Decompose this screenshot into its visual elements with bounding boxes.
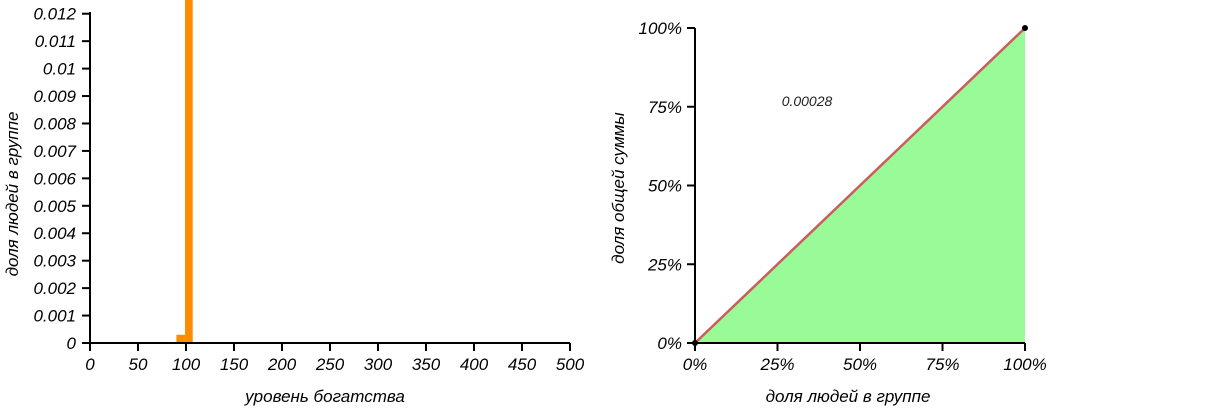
y-axis-label: доля людей в группе [3,112,22,277]
x-tick-label-0: 0 [85,355,95,374]
lorenz-x-tick-label-0: 0% [683,355,708,374]
x-tick-label-6: 300 [364,355,393,374]
wealth-histogram: 0 0.001 0.002 0.003 0.004 0.005 0.006 0.007 0.00… [3,0,585,406]
lorenz-y-tick-label-2: 50% [648,177,682,196]
y-tick-label-10: 0.01 [43,60,76,79]
x-tick-label-8: 400 [460,355,489,374]
x-tick-label-5: 250 [315,355,345,374]
lorenz-x-tick-label-4: 100% [1003,355,1046,374]
y-tick-label-5: 0.005 [33,197,76,216]
y-tick-label-12: 0.012 [33,5,76,24]
lorenz-y-axis-label: доля общей суммы [609,112,628,264]
lorenz-x-axis-label: доля людей в группе [766,387,931,406]
y-tick-label-3: 0.003 [33,252,76,271]
lorenz-y-tick-label-1: 25% [647,255,682,274]
lorenz-y-tick-label-0: 0% [657,334,682,353]
lorenz-point-1 [1022,25,1028,31]
y-tick-label-1: 0.001 [33,307,76,326]
y-tick-label-6: 0.006 [33,169,76,188]
y-tick-label-7: 0.007 [33,142,76,161]
lorenz-x-tick-label-1: 25% [759,355,794,374]
x-axis-label: уровень богатства [244,387,405,406]
lorenz-y-tick-label-3: 75% [648,98,682,117]
x-tick-label-7: 350 [412,355,441,374]
histogram-bar-1 [185,0,193,343]
gini-coefficient-label: 0.00028 [782,93,833,109]
histogram-bar-0 [176,334,186,343]
x-tick-label-3: 150 [220,355,249,374]
y-tick-label-2: 0.002 [33,279,76,298]
lorenz-x-tick-label-3: 75% [925,355,959,374]
lorenz-x-tick-label-2: 50% [843,355,877,374]
y-tick-label-9: 0.009 [33,87,76,106]
x-tick-label-10: 500 [556,355,585,374]
y-tick-label-0: 0 [67,334,77,353]
lorenz-y-tick-label-4: 100% [639,19,682,38]
x-tick-label-9: 450 [508,355,537,374]
y-tick-label-4: 0.004 [33,224,76,243]
x-tick-label-1: 50 [129,355,148,374]
y-tick-label-11: 0.011 [35,32,76,51]
x-tick-label-2: 100 [172,355,201,374]
x-tick-label-4: 200 [267,355,297,374]
y-tick-label-8: 0.008 [33,114,76,133]
lorenz-line [694,27,1026,344]
lorenz-curve-chart: 0%0% 25% 25% 50% 50% 75% 75% 100% 100% доля людей… [609,19,1047,406]
